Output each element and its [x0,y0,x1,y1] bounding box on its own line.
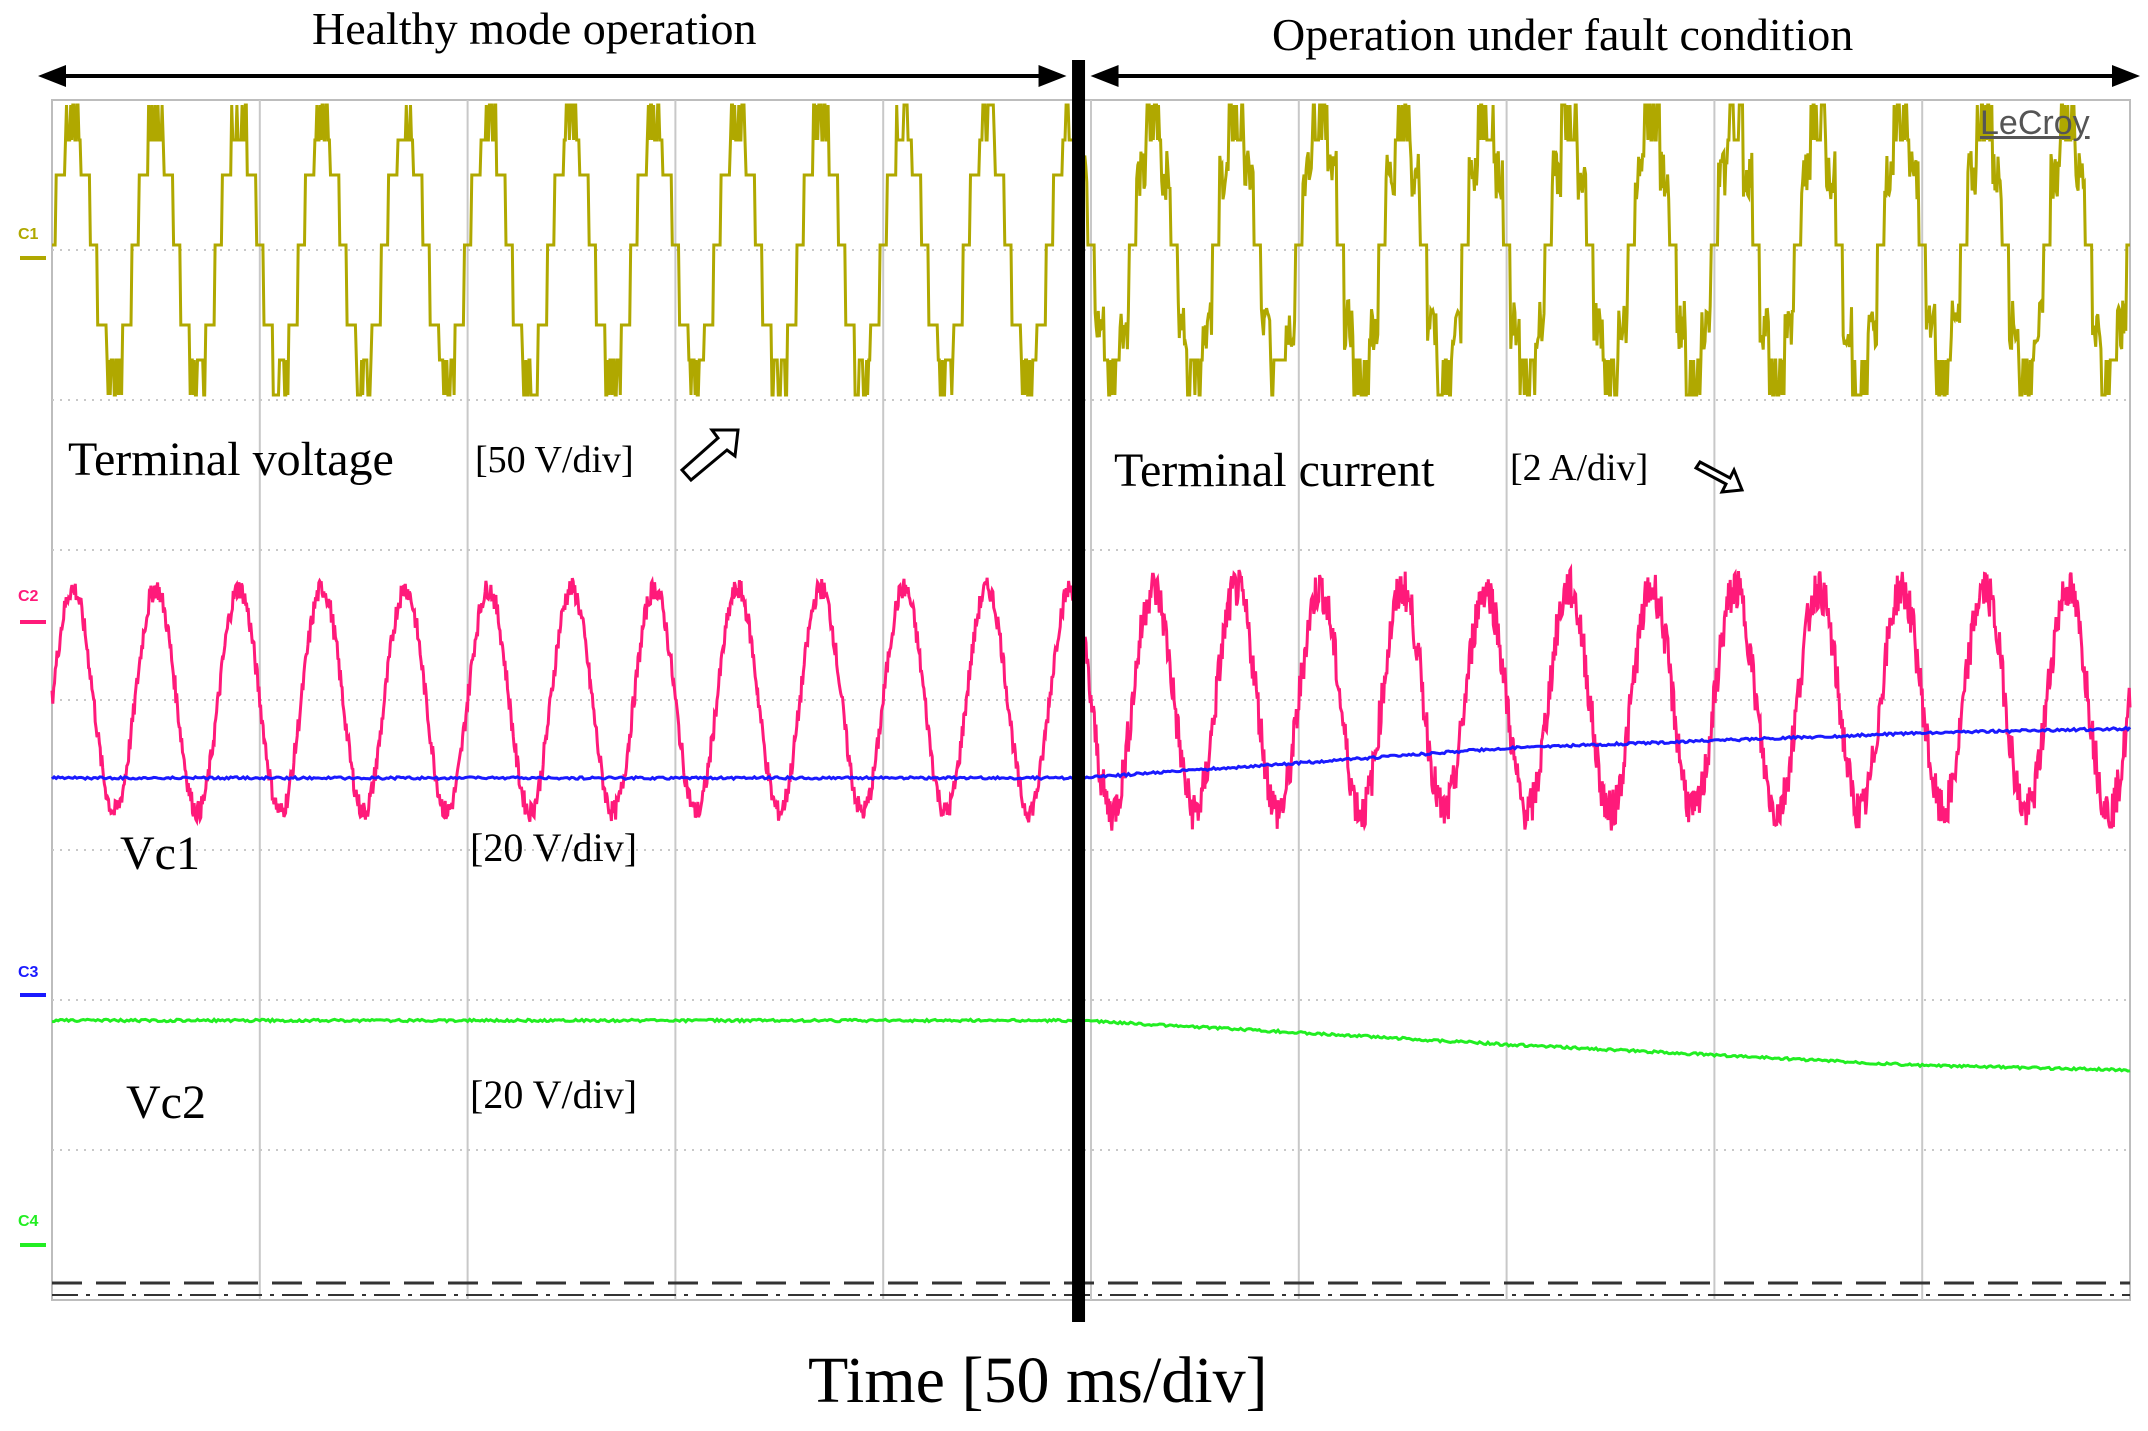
channel-label-c2: C2 [18,588,39,605]
terminal-current-label: Terminal current [1114,444,1435,497]
healthy-mode-label: Healthy mode operation [312,3,757,54]
healthy-range-arrow [38,65,1067,87]
channel-label-c3: C3 [18,964,39,981]
voltage-pointer-arrow [679,428,740,483]
fault-condition-label: Operation under fault condition [1272,9,1854,60]
fault-range-arrow [1090,65,2140,87]
trace-c3-vc1 [50,725,2132,782]
channel-label-c1: C1 [18,226,39,243]
channel-label-c4: C4 [18,1213,39,1230]
vc2-label: Vc2 [126,1076,206,1129]
time-axis-label: Time [50 ms/div] [808,1344,1268,1417]
trace-c2-terminal-current [50,563,2132,832]
trace-c1-terminal-voltage [52,103,2130,397]
terminal-voltage-label: Terminal voltage [68,433,394,486]
current-pointer-arrow [1693,460,1745,494]
vc1-scale-label: [20 V/div] [470,825,638,870]
lecroy-logo: LeCroy [1980,104,2090,142]
vc1-label: Vc1 [120,827,200,880]
markers [20,60,2140,1322]
current-scale-label: [2 A/div] [1510,447,1649,489]
voltage-scale-label: [50 V/div] [475,439,634,481]
vc2-scale-label: [20 V/div] [470,1072,638,1117]
traces [50,103,2132,1073]
trace-c4-vc2 [51,1017,2131,1073]
